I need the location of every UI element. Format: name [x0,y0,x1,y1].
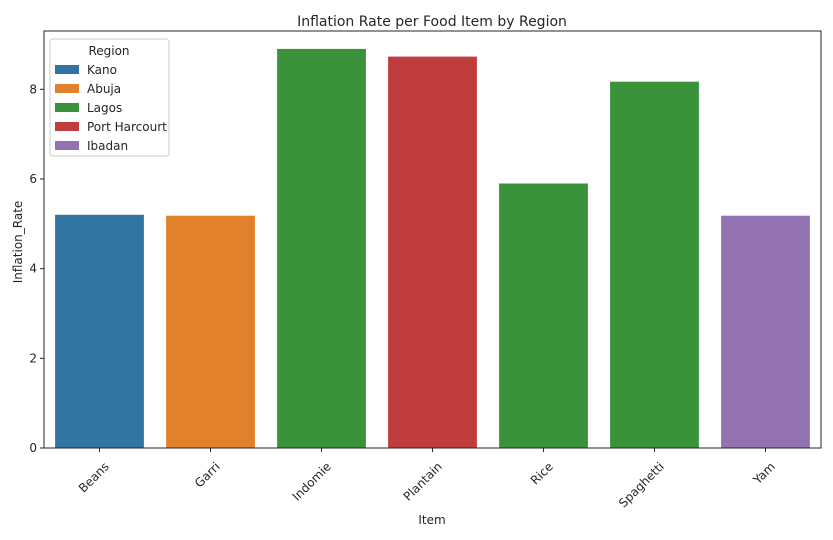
bar-plantain [388,56,477,448]
plot-frame [43,30,822,449]
legend-label-kano: Kano [87,63,117,77]
legend-label-lagos: Lagos [87,101,122,115]
chart-title: Inflation Rate per Food Item by Region [297,14,567,30]
y-tick-label: 6 [29,172,37,186]
x-tick-label: Beans [76,459,112,495]
x-tick-label: Plantain [401,459,445,503]
bar-garri [166,215,255,448]
bars [55,48,810,449]
x-tick-label: Rice [528,459,556,487]
bar-spaghetti [610,81,699,448]
legend-label-ibadan: Ibadan [87,139,128,153]
x-tick-label: Indomie [290,459,334,503]
y-tick-label: 8 [29,82,37,96]
bar-rice [499,183,588,448]
legend-title: Region [88,44,129,58]
legend-entries: Kano Abuja Lagos Port Harcourt Ibadan [55,63,167,153]
x-tick-label: Spaghetti [616,459,667,510]
y-tick-label: 0 [29,441,37,455]
y-tick-label: 4 [29,262,37,276]
legend-swatch-kano [55,65,79,74]
legend-swatch-abuja [55,84,79,93]
x-tick-label: Garri [192,459,223,490]
legend-label-abuja: Abuja [87,82,121,96]
x-axis: Beans Garri Indomie Plantain Rice Spaghetti Ya… [76,448,778,510]
legend-label-port-harcourt: Port Harcourt [87,120,167,134]
y-tick-label: 2 [29,351,37,365]
legend-swatch-ibadan [55,141,79,150]
bar-beans [55,214,144,448]
legend-swatch-port-harcourt [55,122,79,131]
x-tick-label: Yam [750,459,778,487]
bar-yam [721,215,810,448]
y-axis-title: Inflation_Rate [11,201,25,284]
legend-swatch-lagos [55,103,79,112]
x-axis-title: Item [418,513,445,527]
legend-box [49,38,170,157]
legend: Region Kano Abuja Lagos Port Harcourt Ibadan [49,38,170,157]
y-axis: 0 2 4 6 8 [29,82,44,455]
bar-indomie [277,48,366,449]
